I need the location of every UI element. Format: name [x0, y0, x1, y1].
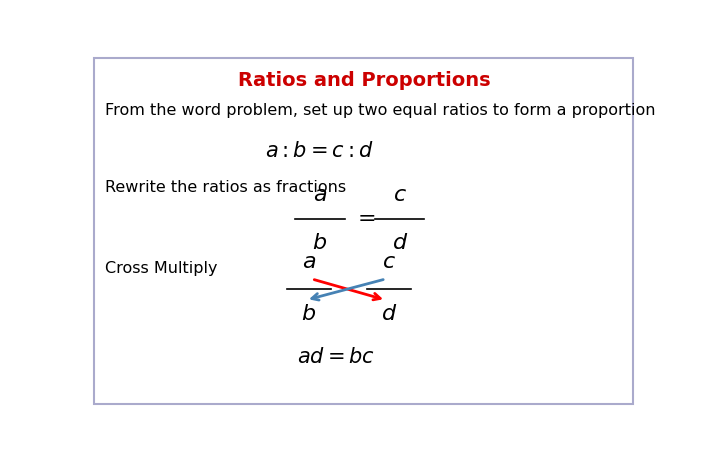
Text: Ratios and Proportions: Ratios and Proportions [238, 71, 490, 90]
Text: $a$: $a$ [302, 252, 316, 272]
Text: $a$: $a$ [313, 185, 327, 205]
Text: $b$: $b$ [301, 304, 317, 324]
Text: $b$: $b$ [312, 233, 327, 253]
Text: $d$: $d$ [391, 233, 408, 253]
Text: $d$: $d$ [381, 304, 397, 324]
Text: $c$: $c$ [382, 252, 395, 272]
Text: $c$: $c$ [393, 185, 407, 205]
Text: $ad = bc$: $ad = bc$ [297, 347, 376, 367]
Text: $=$: $=$ [353, 207, 375, 227]
Text: $a : b = c : d$: $a : b = c : d$ [266, 142, 374, 161]
Text: Rewrite the ratios as fractions: Rewrite the ratios as fractions [105, 180, 346, 195]
Text: Cross Multiply: Cross Multiply [105, 261, 218, 276]
FancyBboxPatch shape [94, 59, 633, 404]
Text: From the word problem, set up two equal ratios to form a proportion: From the word problem, set up two equal … [105, 103, 656, 118]
